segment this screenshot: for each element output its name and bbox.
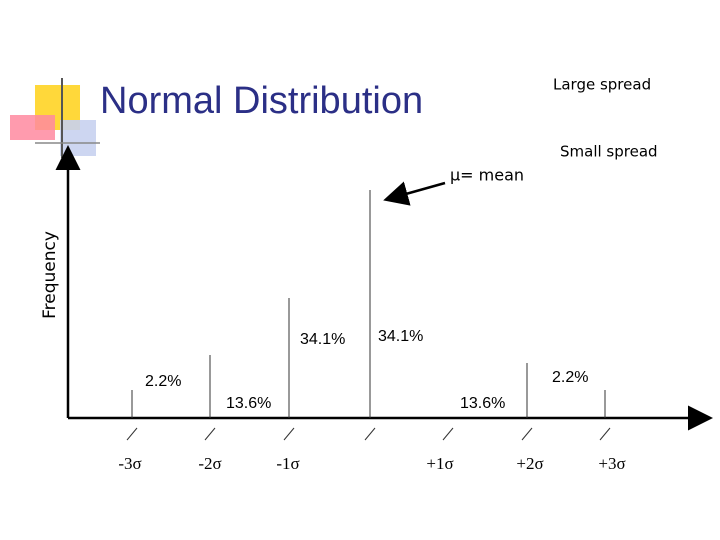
sigma-label: +3σ <box>598 454 625 473</box>
tick <box>521 427 533 441</box>
sigma-label: -2σ <box>198 454 221 473</box>
deco-pink <box>10 115 55 140</box>
y-axis-label: Frequency <box>40 231 60 319</box>
percentage-label: 2.2% <box>552 369 588 386</box>
tick <box>204 427 216 441</box>
mean-arrow <box>383 181 446 206</box>
axis-ticks <box>126 427 611 441</box>
mean-label: μ= mean <box>450 166 524 185</box>
large-spread-label: Large spread <box>553 76 651 94</box>
sigma-label: -3σ <box>118 454 141 473</box>
title: Normal Distribution <box>100 80 423 122</box>
tick <box>442 427 454 441</box>
sigma-labels: -3σ -2σ -1σ +1σ +2σ +3σ <box>118 454 625 473</box>
tick <box>126 427 138 441</box>
tick <box>364 427 376 441</box>
percentage-label: 2.2% <box>145 373 181 390</box>
percentage-label: 13.6% <box>460 395 505 412</box>
tick <box>283 427 295 441</box>
sigma-label: +2σ <box>516 454 543 473</box>
sigma-label: -1σ <box>276 454 299 473</box>
sigma-label: +1σ <box>426 454 453 473</box>
percentage-label: 34.1% <box>300 331 345 348</box>
percentages: 2.2% 13.6% 34.1% 34.1% 13.6% 2.2% <box>145 328 588 412</box>
deco-blue <box>60 120 96 156</box>
tick <box>599 427 611 441</box>
guides <box>131 190 606 418</box>
small-spread-label: Small spread <box>560 143 658 161</box>
percentage-label: 13.6% <box>226 395 271 412</box>
percentage-label: 34.1% <box>378 328 423 345</box>
